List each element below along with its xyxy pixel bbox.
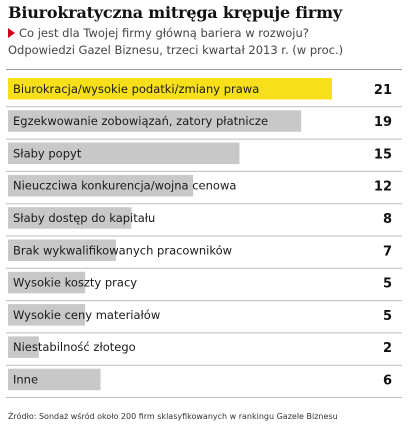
value-label-10: 6 (383, 373, 392, 388)
category-label-5: Słaby dostęp do kapitału (13, 211, 155, 225)
category-label-3: Słaby popyt (13, 146, 82, 160)
category-label-1: Biurokracja/wysokie podatki/zmiany prawa (13, 82, 259, 96)
value-label-6: 7 (383, 244, 392, 259)
question-line: Co jest dla Twojej firmy główną bariera … (8, 25, 343, 42)
subtitle-line: Odpowiedzi Gazel Biznesu, trzeci kwartał… (8, 43, 344, 57)
bar-6 (8, 239, 116, 261)
value-label-7: 5 (383, 277, 392, 292)
bar-7 (8, 271, 86, 294)
bar-chart: Biurokracja/wysokie podatki/zmiany prawa… (6, 78, 402, 398)
category-label-6: Brak wykwalifikowanych pracowników (13, 243, 232, 257)
chart-subtitle: Co jest dla Twojej firmy główną bariera … (8, 25, 343, 59)
question-text: Co jest dla Twojej firmy główną bariera … (19, 26, 309, 40)
bar-1 (8, 78, 332, 100)
top-divider (6, 69, 402, 70)
category-label-8: Wysokie ceny materiałów (13, 308, 160, 322)
category-label-10: Inne (13, 372, 38, 386)
value-label-2: 19 (374, 115, 392, 130)
category-label-7: Wysokie koszty pracy (13, 276, 137, 290)
chart-title: Biurokratyczna mitręga krępuje firmy (8, 3, 342, 22)
value-label-5: 8 (383, 212, 392, 227)
bar-3 (8, 142, 240, 165)
value-label-8: 5 (383, 309, 392, 324)
value-label-4: 12 (374, 180, 392, 195)
bar-9 (8, 336, 39, 358)
value-label-1: 21 (374, 83, 392, 98)
bar-2 (8, 110, 302, 132)
value-label-3: 15 (374, 147, 392, 162)
bar-10 (8, 368, 101, 391)
bar-5 (8, 207, 132, 229)
triangle-bullet-icon (8, 28, 15, 38)
bar-8 (8, 304, 86, 326)
category-label-4: Nieuczciwa konkurencja/wojna cenowa (13, 179, 236, 193)
source-note: Źródło: Sondaż wśród około 200 firm skla… (8, 412, 338, 421)
category-label-2: Egzekwowanie zobowiązań, zatory płatnicz… (13, 114, 268, 128)
category-label-9: Niestabilność złotego (13, 340, 136, 354)
bar-4 (8, 174, 194, 197)
value-label-9: 2 (383, 341, 392, 356)
